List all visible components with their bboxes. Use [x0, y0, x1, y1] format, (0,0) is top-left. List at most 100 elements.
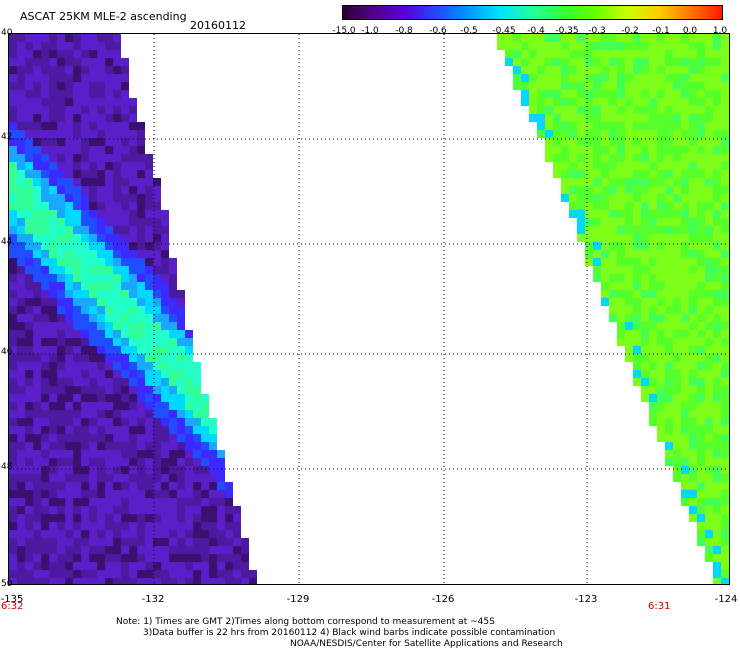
- swath-cell: [689, 210, 697, 218]
- swath-cell: [89, 314, 97, 322]
- swath-cell: [145, 266, 153, 274]
- swath-cell: [697, 178, 705, 186]
- swath-cell: [625, 330, 633, 338]
- swath-cell: [97, 58, 105, 66]
- swath-cell: [49, 506, 57, 514]
- swath-cell: [161, 370, 169, 378]
- swath-cell: [49, 146, 57, 154]
- swath-cell: [153, 410, 161, 418]
- swath-cell: [177, 474, 185, 482]
- swath-cell: [577, 34, 585, 42]
- swath-cell: [729, 522, 730, 530]
- swath-cell: [121, 322, 129, 330]
- swath-cell: [729, 546, 730, 554]
- swath-cell: [57, 562, 65, 570]
- swath-cell: [713, 562, 721, 570]
- swath-cell: [17, 146, 25, 154]
- swath-cell: [553, 138, 561, 146]
- swath-cell: [25, 522, 33, 530]
- swath-cell: [89, 330, 97, 338]
- swath-cell: [673, 194, 681, 202]
- swath-cell: [17, 378, 25, 386]
- swath-cell: [33, 474, 41, 482]
- swath-cell: [137, 266, 145, 274]
- swath-cell: [593, 82, 601, 90]
- swath-cell: [121, 330, 129, 338]
- swath-cell: [49, 514, 57, 522]
- swath-cell: [25, 146, 33, 154]
- swath-cell: [689, 274, 697, 282]
- swath-cell: [33, 546, 41, 554]
- swath-cell: [721, 82, 729, 90]
- swath-cell: [665, 218, 673, 226]
- swath-cell: [81, 482, 89, 490]
- swath-cell: [105, 570, 113, 578]
- swath-cell: [57, 170, 65, 178]
- swath-cell: [617, 130, 625, 138]
- swath-cell: [609, 50, 617, 58]
- swath-cell: [129, 538, 137, 546]
- swath-cell: [729, 274, 730, 282]
- swath-cell: [529, 114, 537, 122]
- swath-cell: [33, 146, 41, 154]
- swath-cell: [705, 114, 713, 122]
- swath-cell: [97, 330, 105, 338]
- swath-cell: [97, 346, 105, 354]
- swath-cell: [169, 418, 177, 426]
- swath-cell: [617, 178, 625, 186]
- swath-cell: [729, 394, 730, 402]
- swath-cell: [721, 114, 729, 122]
- swath-cell: [49, 138, 57, 146]
- swath-cell: [41, 386, 49, 394]
- swath-cell: [89, 242, 97, 250]
- swath-cell: [49, 410, 57, 418]
- swath-cell: [73, 274, 81, 282]
- swath-cell: [129, 162, 137, 170]
- swath-cell: [81, 370, 89, 378]
- swath-cell: [105, 426, 113, 434]
- swath-cell: [129, 290, 137, 298]
- swath-cell: [41, 522, 49, 530]
- swath-cell: [649, 138, 657, 146]
- swath-cell: [169, 338, 177, 346]
- swath-cell: [73, 58, 81, 66]
- swath-cell: [577, 58, 585, 66]
- swath-cell: [697, 418, 705, 426]
- swath-cell: [153, 250, 161, 258]
- swath-cell: [41, 106, 49, 114]
- swath-cell: [577, 130, 585, 138]
- swath-cell: [73, 370, 81, 378]
- swath-cell: [641, 250, 649, 258]
- swath-cell: [657, 42, 665, 50]
- swath-cell: [153, 242, 161, 250]
- swath-cell: [25, 570, 33, 578]
- swath-cell: [137, 178, 145, 186]
- swath-cell: [81, 162, 89, 170]
- map-plot-area[interactable]: [8, 33, 730, 585]
- swath-cell: [553, 170, 561, 178]
- swath-cell: [49, 554, 57, 562]
- swath-cell: [705, 306, 713, 314]
- swath-cell: [617, 74, 625, 82]
- swath-cell: [81, 178, 89, 186]
- swath-cell: [729, 34, 730, 42]
- swath-cell: [97, 282, 105, 290]
- swath-cell: [689, 82, 697, 90]
- swath-cell: [713, 370, 721, 378]
- swath-cell: [137, 282, 145, 290]
- swath-cell: [689, 58, 697, 66]
- swath-cell: [593, 42, 601, 50]
- swath-cell: [721, 178, 729, 186]
- swath-cell: [665, 178, 673, 186]
- swath-cell: [673, 50, 681, 58]
- swath-cell: [153, 522, 161, 530]
- swath-cell: [9, 554, 17, 562]
- swath-cell: [201, 402, 209, 410]
- swath-cell: [721, 98, 729, 106]
- swath-cell: [609, 306, 617, 314]
- swath-cell: [673, 386, 681, 394]
- swath-cell: [161, 346, 169, 354]
- swath-cell: [681, 442, 689, 450]
- swath-cell: [73, 258, 81, 266]
- swath-cell: [545, 130, 553, 138]
